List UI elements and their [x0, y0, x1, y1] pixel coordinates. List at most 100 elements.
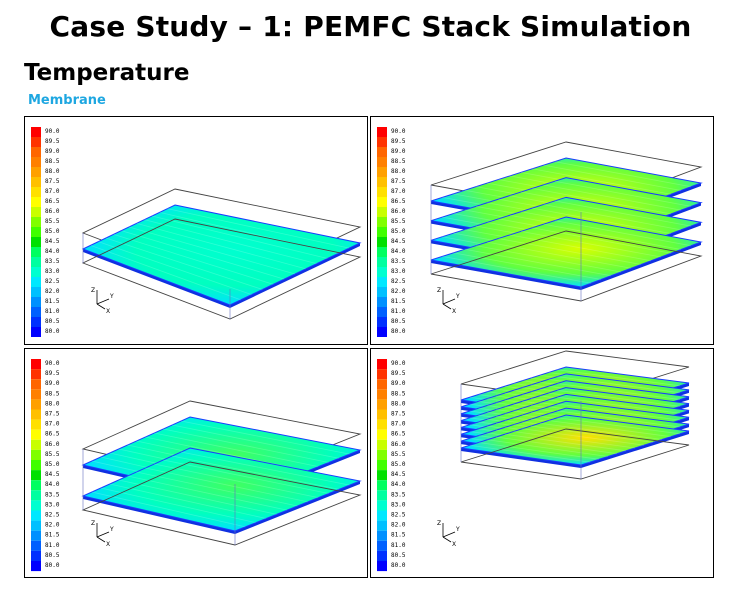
colorbar-swatch	[31, 359, 41, 370]
colorbar-label: 85.0	[391, 461, 406, 468]
colorbar-label: 80.5	[45, 318, 60, 325]
colorbar-label: 86.5	[391, 431, 406, 438]
colorbar-swatch	[31, 137, 41, 147]
colorbar-swatch	[377, 327, 387, 337]
svg-text:Y: Y	[455, 293, 460, 300]
colorbar-swatch	[31, 297, 41, 307]
colorbar-swatch	[31, 369, 41, 380]
colorbar-label: 87.5	[45, 178, 60, 185]
colorbar-label: 90.0	[45, 360, 60, 367]
colorbar-swatch	[31, 510, 41, 521]
svg-text:Z: Z	[437, 520, 441, 527]
colorbar-swatch	[377, 207, 387, 217]
svg-text:Y: Y	[109, 293, 114, 300]
colorbar-label: 86.5	[45, 431, 60, 438]
colorbar-swatch	[377, 359, 387, 370]
colorbar-label: 81.0	[45, 308, 60, 315]
colorbar-label: 86.5	[45, 198, 60, 205]
section-title: Temperature	[24, 60, 190, 86]
colorbar-swatch	[377, 369, 387, 380]
colorbar-swatch	[31, 257, 41, 267]
colorbar-swatch	[377, 530, 387, 541]
colorbar-label: 83.5	[45, 491, 60, 498]
colorbar-label: 85.0	[45, 228, 60, 235]
colorbar-label: 85.5	[391, 451, 406, 458]
colorbar-swatch	[377, 470, 387, 481]
colorbar-label: 82.5	[391, 512, 406, 519]
colorbar-swatch	[31, 177, 41, 187]
colorbar-label: 83.5	[45, 258, 60, 265]
simulation-panel-2: 90.0 89.5 89.0 88.5 88.0 87.5 87.0 86.5 86.0 85.5…	[370, 116, 714, 345]
colorbar-label: 84.5	[45, 238, 60, 245]
colorbar-label: 89.5	[391, 370, 406, 377]
svg-text:Y: Y	[109, 526, 114, 533]
colorbar-label: 80.0	[391, 328, 406, 335]
colorbar-swatch	[377, 317, 387, 327]
colorbar-swatch	[31, 307, 41, 317]
colorbar-swatch	[377, 127, 387, 137]
colorbar-swatch	[31, 490, 41, 501]
colorbar-swatch	[31, 520, 41, 531]
page-title: Case Study – 1: PEMFC Stack Simulation	[49, 10, 692, 43]
axis-triad-icon: Z Y X	[91, 520, 114, 548]
colorbar-swatch	[31, 389, 41, 400]
colorbar-label: 82.5	[391, 278, 406, 285]
colorbar-label: 88.5	[391, 158, 406, 165]
colorbar-label: 86.0	[45, 208, 60, 215]
colorbar-label: 85.0	[391, 228, 406, 235]
colorbar-swatch	[31, 399, 41, 410]
axis-triad-icon: Z Y X	[91, 287, 114, 315]
colorbar-swatch	[31, 267, 41, 277]
colorbar-swatch	[377, 227, 387, 237]
colorbar-swatch	[377, 419, 387, 430]
colorbar-label: 89.0	[45, 380, 60, 387]
colorbar-label: 83.0	[391, 501, 406, 508]
colorbar-label: 90.0	[45, 128, 60, 135]
simulation-panel-4: 90.0 89.5 89.0 88.5 88.0 87.5 87.0 86.5 86.0 85.5…	[370, 348, 714, 578]
colorbar-swatch	[31, 147, 41, 157]
colorbar-swatch	[31, 167, 41, 177]
colorbar-swatch	[377, 490, 387, 501]
colorbar-label: 82.0	[391, 522, 406, 529]
colorbar-swatch	[377, 379, 387, 390]
colorbar-label: 84.0	[45, 481, 60, 488]
colorbar-swatch	[377, 297, 387, 307]
colorbar-swatch	[31, 217, 41, 227]
colorbar-label: 82.0	[391, 288, 406, 295]
colorbar-label: 80.0	[45, 562, 60, 569]
colorbar-label: 88.5	[45, 158, 60, 165]
colorbar-swatch	[31, 530, 41, 541]
simulation-panel-3: 90.0 89.5 89.0 88.5 88.0 87.5 87.0 86.5 86.0 85.5…	[24, 348, 368, 578]
membrane-label: Membrane	[28, 93, 106, 108]
colorbar-swatch	[31, 237, 41, 247]
colorbar-swatch	[377, 550, 387, 561]
colorbar-swatch	[31, 460, 41, 471]
colorbar-swatch	[377, 237, 387, 247]
colorbar-swatch	[31, 561, 41, 572]
colorbar-swatch	[31, 187, 41, 197]
colorbar-label: 88.0	[391, 400, 406, 407]
colorbar-swatch	[377, 197, 387, 207]
axis-triad-icon: Z Y X	[437, 287, 460, 315]
colorbar-label: 88.0	[391, 168, 406, 175]
colorbar-swatch	[31, 409, 41, 420]
colorbar-swatch	[377, 257, 387, 267]
membrane-layer	[81, 204, 362, 306]
svg-text:Z: Z	[437, 287, 441, 294]
colorbar-label: 84.5	[391, 471, 406, 478]
colorbar-swatch	[377, 157, 387, 167]
svg-text:X: X	[106, 541, 110, 548]
colorbar-swatch	[31, 500, 41, 511]
colorbar-label: 86.0	[391, 208, 406, 215]
colorbar-swatch	[377, 267, 387, 277]
colorbar-label: 82.0	[45, 522, 60, 529]
colorbar-swatch	[31, 227, 41, 237]
colorbar-label: 81.5	[391, 532, 406, 539]
colorbar-swatch	[31, 480, 41, 491]
colorbar-swatch	[377, 167, 387, 177]
colorbar-label: 83.5	[391, 258, 406, 265]
colorbar-swatch	[31, 127, 41, 137]
colorbar-swatch	[377, 409, 387, 420]
colorbar-swatch	[31, 419, 41, 430]
colorbar-label: 86.0	[391, 441, 406, 448]
